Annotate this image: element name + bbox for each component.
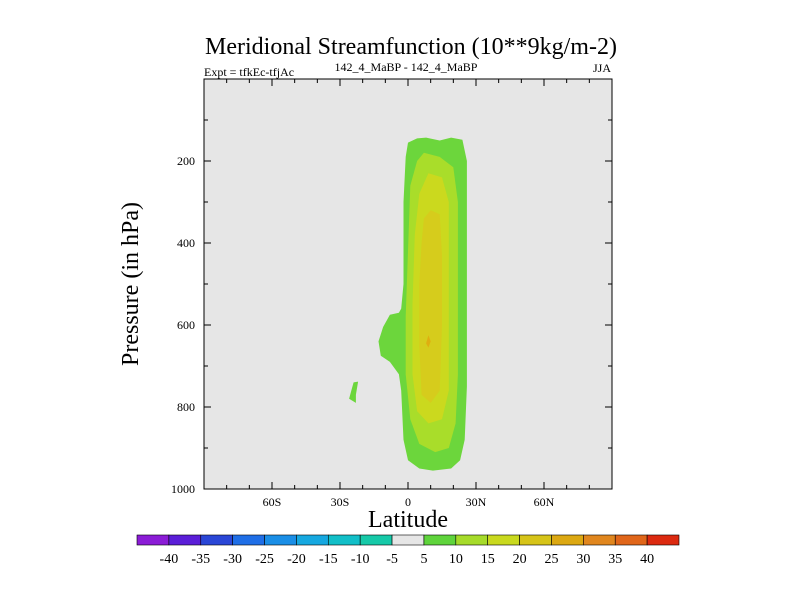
colorbar-label: -35 — [191, 552, 210, 567]
colorbar-swatch — [296, 534, 329, 546]
y-tick-label: 600 — [177, 318, 195, 332]
x-axis: 60S 30S 0 30N 60N — [203, 79, 613, 509]
colorbar-swatch — [327, 534, 361, 546]
x-tick-label: 60S — [263, 495, 282, 509]
colorbar-swatch — [359, 534, 393, 546]
colorbar-label: -5 — [386, 552, 398, 567]
colorbar-swatch — [551, 534, 584, 546]
colorbar: -40 -35 -30 -25 -20 -15 -10 -5 5 10 15 20 25 30 35 40 — [136, 534, 680, 567]
colorbar-swatch — [455, 534, 489, 546]
colorbar-label: 40 — [640, 552, 654, 567]
season-label: JJA — [593, 61, 611, 75]
colorbar-swatch — [423, 534, 457, 546]
y-tick-label: 800 — [177, 400, 195, 414]
x-tick-label: 30S — [331, 495, 350, 509]
colorbar-label: -20 — [287, 552, 306, 567]
colorbar-label: 5 — [420, 552, 427, 567]
x-tick-label: 0 — [405, 495, 411, 509]
y-tick-label: 200 — [177, 154, 195, 168]
colorbar-swatch — [583, 534, 616, 546]
colorbar-swatch — [232, 534, 265, 546]
x-axis-label: Latitude — [368, 507, 448, 533]
colorbar-swatch — [487, 534, 520, 546]
y-axis: 200 400 600 800 1000 — [171, 119, 612, 496]
contour-level-20 — [419, 210, 442, 403]
colorbar-swatch — [264, 534, 297, 546]
colorbar-label: -10 — [351, 552, 370, 567]
contour-level-5 — [349, 381, 359, 403]
colorbar-label: 10 — [449, 552, 463, 567]
colorbar-swatch — [519, 534, 552, 546]
colorbar-label: 15 — [481, 552, 495, 567]
colorbar-swatch — [200, 534, 233, 546]
colorbar-label: 20 — [513, 552, 527, 567]
y-tick-label: 400 — [177, 236, 195, 250]
x-tick-label: 60N — [534, 495, 555, 509]
colorbar-swatch — [646, 534, 680, 546]
colorbar-label: -40 — [160, 552, 179, 567]
colorbar-label: 25 — [544, 552, 558, 567]
colorbar-swatch — [136, 534, 170, 546]
colorbar-label: 30 — [576, 552, 590, 567]
x-tick-label: 30N — [466, 495, 487, 509]
chart-title: Meridional Streamfunction (10**9kg/m-2) — [205, 34, 617, 60]
colorbar-swatch — [614, 534, 648, 546]
contour-layer — [349, 137, 467, 471]
colorbar-label: -15 — [319, 552, 338, 567]
colorbar-swatch — [391, 534, 425, 546]
colorbar-swatch — [168, 534, 202, 546]
experiment-label: Expt = tfkEc-tfjAc — [204, 65, 294, 79]
colorbar-label: -30 — [223, 552, 242, 567]
y-axis-label: Pressure (in hPa) — [118, 202, 144, 366]
y-tick-label: 1000 — [171, 482, 195, 496]
colorbar-label: 35 — [608, 552, 622, 567]
contour-level-25 — [426, 335, 431, 348]
case-label: 142_4_MaBP - 142_4_MaBP — [335, 60, 478, 74]
colorbar-label: -25 — [255, 552, 274, 567]
